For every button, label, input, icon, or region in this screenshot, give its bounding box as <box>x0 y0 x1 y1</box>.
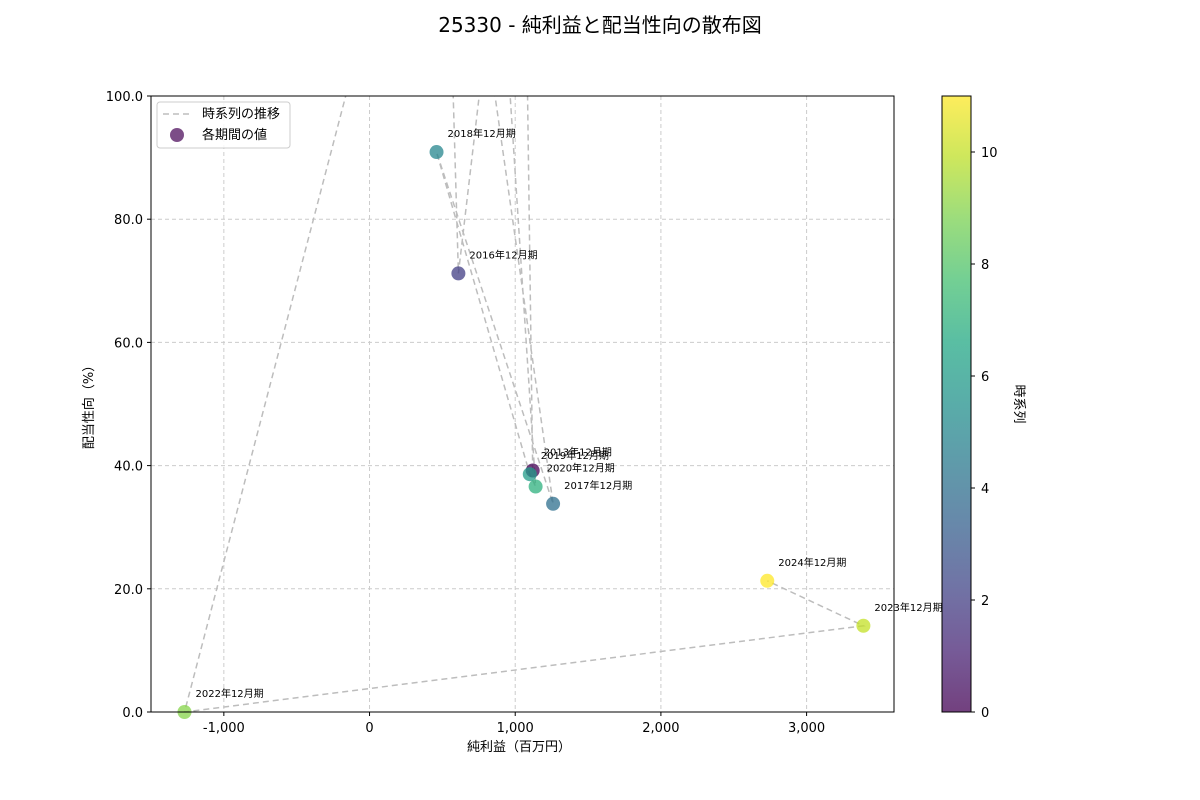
colorbar-label: 時系列 <box>1011 384 1026 423</box>
legend: 時系列の推移 各期間の値 <box>156 101 291 149</box>
point-annotations: 2013年12月期 2016年12月期 2017年12月期 2018年12月期 2019… <box>196 127 943 700</box>
data-point <box>528 479 543 494</box>
colorbar: 0 2 4 6 8 10 時系列 <box>941 95 1026 721</box>
colorbar-gradient <box>941 95 972 713</box>
data-point <box>856 618 871 633</box>
grid <box>151 95 894 713</box>
point-label: 2022年12月期 <box>196 687 264 700</box>
point-label: 2013年12月期 <box>544 446 612 459</box>
data-point <box>760 573 775 588</box>
y-axis-label: 配当性向（%） <box>81 359 97 449</box>
chart-title: 25330 - 純利益と配当性向の散布図 <box>438 13 762 37</box>
x-tick-label: 2,000 <box>642 721 679 736</box>
data-point <box>451 266 466 281</box>
y-tick-label: 100.0 <box>106 90 143 105</box>
data-point <box>429 145 444 160</box>
x-tick-label: 0 <box>365 721 373 736</box>
colorbar-tick-label: 2 <box>981 594 989 609</box>
point-label: 2019年12月期 <box>541 449 609 462</box>
x-tick-label: 1,000 <box>497 721 534 736</box>
colorbar-tick-label: 6 <box>981 370 989 385</box>
point-label: 2024年12月期 <box>778 556 846 569</box>
data-points <box>177 145 871 719</box>
data-point <box>522 467 537 482</box>
colorbar-ticks: 0 2 4 6 8 10 <box>971 146 998 721</box>
x-axis-ticks: -1,000 0 1,000 2,000 3,000 <box>203 712 825 736</box>
y-tick-label: 80.0 <box>114 213 143 228</box>
colorbar-tick-label: 8 <box>981 258 989 273</box>
data-point <box>546 496 561 511</box>
legend-label-path: 時系列の推移 <box>202 107 280 122</box>
point-label: 2017年12月期 <box>564 479 632 492</box>
colorbar-tick-label: 0 <box>981 706 989 721</box>
y-tick-label: 40.0 <box>114 460 143 475</box>
x-tick-label: 3,000 <box>788 721 825 736</box>
legend-box <box>156 101 291 149</box>
y-axis-ticks: 0.0 20.0 40.0 60.0 80.0 100.0 <box>106 90 151 721</box>
y-tick-label: 20.0 <box>114 583 143 598</box>
point-label: 2018年12月期 <box>448 127 516 140</box>
y-tick-label: 60.0 <box>114 336 143 351</box>
point-label: 2020年12月期 <box>547 462 615 475</box>
legend-marker-swatch <box>170 128 184 142</box>
colorbar-tick-label: 4 <box>981 482 989 497</box>
y-tick-label: 0.0 <box>122 706 143 721</box>
plot-frame <box>150 95 895 713</box>
point-label: 2023年12月期 <box>874 601 942 614</box>
colorbar-tick-label: 10 <box>981 146 998 161</box>
x-axis-label: 純利益（百万円） <box>467 740 571 755</box>
point-label: 2016年12月期 <box>469 248 537 261</box>
x-tick-label: -1,000 <box>203 721 245 736</box>
legend-label-points: 各期間の値 <box>202 127 267 143</box>
